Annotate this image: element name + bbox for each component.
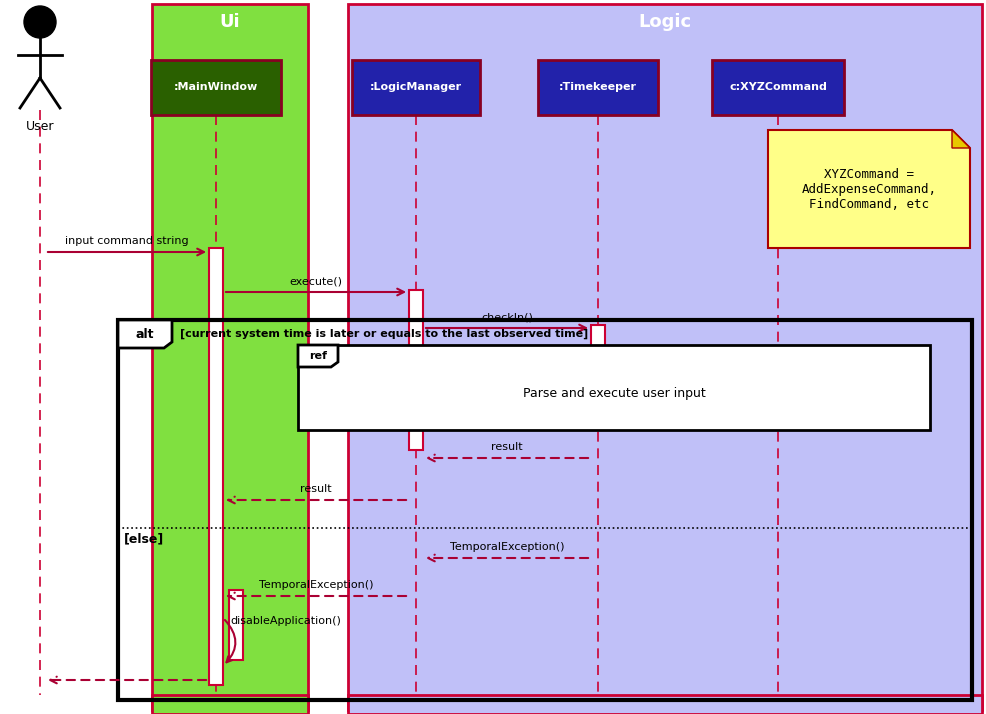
Text: c:XYZCommand: c:XYZCommand: [729, 83, 827, 93]
Text: :Timekeeper: :Timekeeper: [559, 83, 637, 93]
Text: result: result: [300, 484, 332, 494]
FancyBboxPatch shape: [712, 60, 844, 115]
Text: Parse and execute user input: Parse and execute user input: [523, 387, 705, 400]
FancyBboxPatch shape: [348, 695, 982, 714]
Polygon shape: [298, 345, 338, 367]
Circle shape: [24, 6, 56, 38]
Text: alt: alt: [136, 328, 154, 341]
FancyBboxPatch shape: [352, 60, 480, 115]
Polygon shape: [118, 320, 172, 348]
Text: [else]: [else]: [124, 532, 165, 545]
Text: XYZCommand =
AddExpenseCommand,
FindCommand, etc: XYZCommand = AddExpenseCommand, FindComm…: [802, 168, 937, 211]
FancyBboxPatch shape: [209, 248, 223, 685]
Text: result: result: [491, 442, 523, 452]
FancyBboxPatch shape: [152, 4, 308, 710]
Text: input command string: input command string: [65, 236, 188, 246]
Polygon shape: [768, 130, 970, 248]
Text: ref: ref: [309, 351, 327, 361]
FancyBboxPatch shape: [538, 60, 658, 115]
FancyBboxPatch shape: [229, 590, 243, 660]
FancyBboxPatch shape: [591, 325, 605, 410]
FancyBboxPatch shape: [409, 290, 423, 450]
Text: checkIn(): checkIn(): [481, 312, 533, 322]
Text: TemporalException(): TemporalException(): [450, 542, 564, 552]
Text: User: User: [26, 120, 54, 133]
FancyBboxPatch shape: [298, 345, 930, 430]
Text: disableApplication(): disableApplication(): [230, 616, 341, 626]
Text: [current system time is later or equals to the last observed time]: [current system time is later or equals …: [180, 329, 589, 339]
Text: Ui: Ui: [220, 13, 241, 31]
FancyBboxPatch shape: [152, 695, 308, 714]
Text: TemporalException(): TemporalException(): [258, 580, 374, 590]
Text: :LogicManager: :LogicManager: [370, 83, 462, 93]
Polygon shape: [952, 130, 970, 148]
Text: Logic: Logic: [639, 13, 691, 31]
FancyBboxPatch shape: [348, 4, 982, 710]
FancyBboxPatch shape: [151, 60, 281, 115]
Text: execute(): execute(): [290, 276, 342, 286]
Text: :MainWindow: :MainWindow: [174, 83, 258, 93]
